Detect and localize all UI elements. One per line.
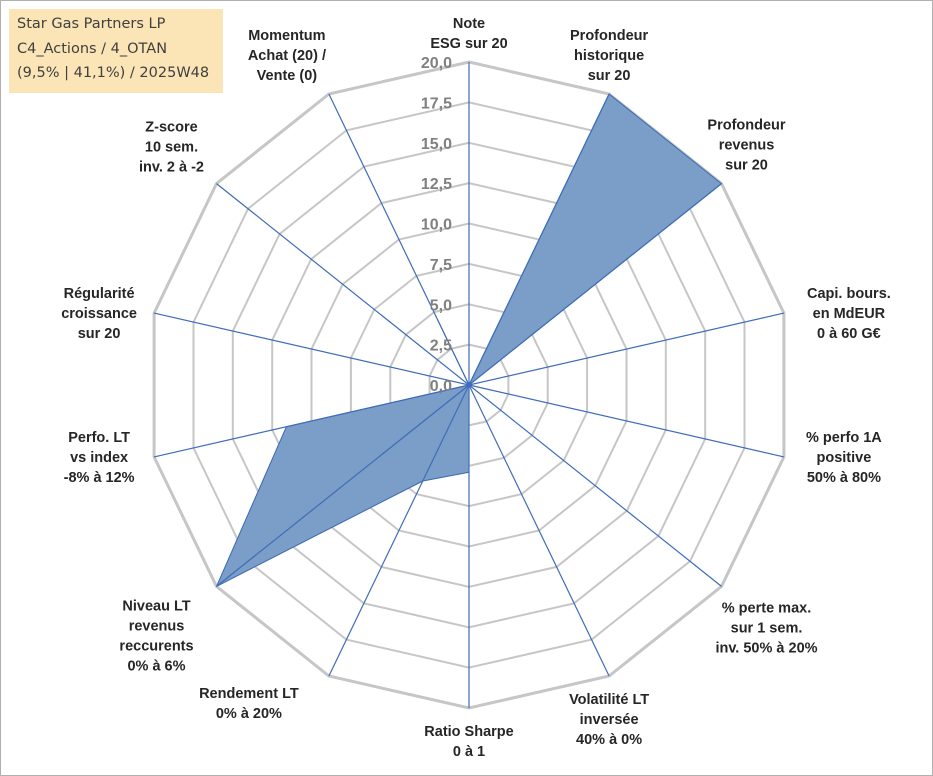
- info-box: Star Gas Partners LP C4_Actions / 4_OTAN…: [9, 9, 223, 93]
- category-label-11: Régularité croissance sur 20: [61, 286, 137, 342]
- category-label-13: Momentum Achat (20) / Vente (0): [248, 28, 326, 84]
- radar-spokes: [153, 62, 785, 708]
- spoke-11: [153, 312, 470, 386]
- category-label-line: historique: [574, 48, 644, 64]
- category-label-line: -8% à 12%: [64, 470, 135, 486]
- spoke-1: [468, 93, 610, 386]
- category-label-line: Capi. bours.: [807, 286, 891, 302]
- spoke-5: [468, 384, 722, 587]
- category-label-3: Capi. bours. en MdEUR 0 à 60 G€: [807, 286, 891, 342]
- category-label-line: Profondeur: [707, 118, 785, 134]
- info-company-name: Star Gas Partners LP: [17, 16, 166, 32]
- category-label-line: Régularité: [64, 286, 135, 302]
- radar-category-labels: Note ESG sur 20 Profondeur historique sur 20…: [61, 16, 891, 760]
- tick-label: 10,0: [421, 217, 452, 234]
- category-label-line: % perte max.: [722, 600, 811, 616]
- tick-label: 7,5: [430, 257, 452, 274]
- category-label-10: Perfo. LT vs index -8% à 12%: [64, 430, 135, 486]
- tick-label: 0,0: [430, 378, 452, 395]
- category-label-line: 10 sem.: [145, 140, 198, 156]
- category-label-line: 40% à 0%: [576, 732, 642, 748]
- category-label-line: Vente (0): [257, 68, 318, 84]
- category-label-9: Niveau LT revenus reccurents 0% à 6%: [119, 598, 193, 674]
- category-label-2: Profondeur revenus sur 20: [707, 118, 785, 174]
- tick-label: 5,0: [430, 297, 452, 314]
- spoke-12: [216, 183, 470, 386]
- category-label-line: inversée: [580, 712, 639, 728]
- spoke-3: [468, 312, 785, 386]
- category-label-8: Rendement LT 0% à 20%: [199, 686, 299, 722]
- category-label-line: revenus: [129, 618, 185, 634]
- category-label-line: Volatilité LT: [569, 692, 649, 708]
- category-label-line: 50% à 80%: [807, 470, 881, 486]
- category-label-7: Ratio Sharpe 0 à 1: [424, 724, 513, 760]
- category-label-line: 0% à 6%: [127, 658, 185, 674]
- spoke-2: [468, 183, 722, 386]
- category-label-line: 0% à 20%: [216, 706, 282, 722]
- category-label-line: revenus: [719, 138, 775, 154]
- spoke-4: [468, 384, 785, 458]
- category-label-line: inv. 2 à -2: [139, 160, 204, 176]
- category-label-1: Profondeur historique sur 20: [570, 28, 648, 84]
- spoke-8: [328, 384, 470, 677]
- category-label-line: reccurents: [119, 638, 193, 654]
- category-label-6: Volatilité LT inversée 40% à 0%: [569, 692, 649, 748]
- category-label-line: Ratio Sharpe: [424, 724, 513, 740]
- category-label-line: vs index: [70, 450, 128, 466]
- category-label-line: Z-score: [145, 120, 197, 136]
- category-label-line: Momentum: [248, 28, 325, 44]
- category-label-line: en MdEUR: [813, 306, 886, 322]
- category-label-line: Rendement LT: [199, 686, 299, 702]
- category-label-line: inv. 50% à 20%: [715, 640, 817, 656]
- tick-label: 2,5: [430, 338, 452, 355]
- category-label-line: % perfo 1A: [806, 430, 882, 446]
- category-label-line: positive: [817, 450, 872, 466]
- category-label-0: Note ESG sur 20: [430, 16, 507, 52]
- tick-label: 15,0: [421, 136, 452, 153]
- radar-tick-labels: 0,0 2,5 5,0 7,5 10,0 12,5 15,0 17,5 20,0: [421, 55, 452, 395]
- tick-label: 20,0: [421, 55, 452, 72]
- category-label-line: Achat (20) /: [248, 48, 326, 64]
- category-label-5: % perte max. sur 1 sem. inv. 50% à 20%: [715, 600, 817, 656]
- category-label-line: 0 à 1: [453, 744, 485, 760]
- info-stats: (9,5% | 41,1%) / 2025W48: [17, 65, 210, 81]
- spoke-6: [468, 384, 610, 677]
- category-label-12: Z-score 10 sem. inv. 2 à -2: [139, 120, 204, 176]
- category-label-line: ESG sur 20: [430, 36, 507, 52]
- tick-label: 12,5: [421, 176, 452, 193]
- tick-label: 17,5: [421, 95, 452, 112]
- category-label-line: Niveau LT: [122, 598, 190, 614]
- category-label-4: % perfo 1A positive 50% à 80%: [806, 430, 882, 486]
- spoke-10: [153, 384, 470, 458]
- info-category: C4_Actions / 4_OTAN: [17, 41, 168, 57]
- category-label-line: sur 1 sem.: [731, 620, 803, 636]
- category-label-line: Note: [453, 16, 485, 32]
- category-label-line: Perfo. LT: [68, 430, 130, 446]
- category-label-line: sur 20: [725, 158, 768, 174]
- category-label-line: Profondeur: [570, 28, 648, 44]
- category-label-line: 0 à 60 G€: [817, 326, 881, 342]
- spoke-13: [328, 93, 470, 386]
- category-label-line: sur 20: [78, 326, 121, 342]
- category-label-line: sur 20: [588, 68, 631, 84]
- category-label-line: croissance: [61, 306, 137, 322]
- spoke-9: [216, 384, 470, 587]
